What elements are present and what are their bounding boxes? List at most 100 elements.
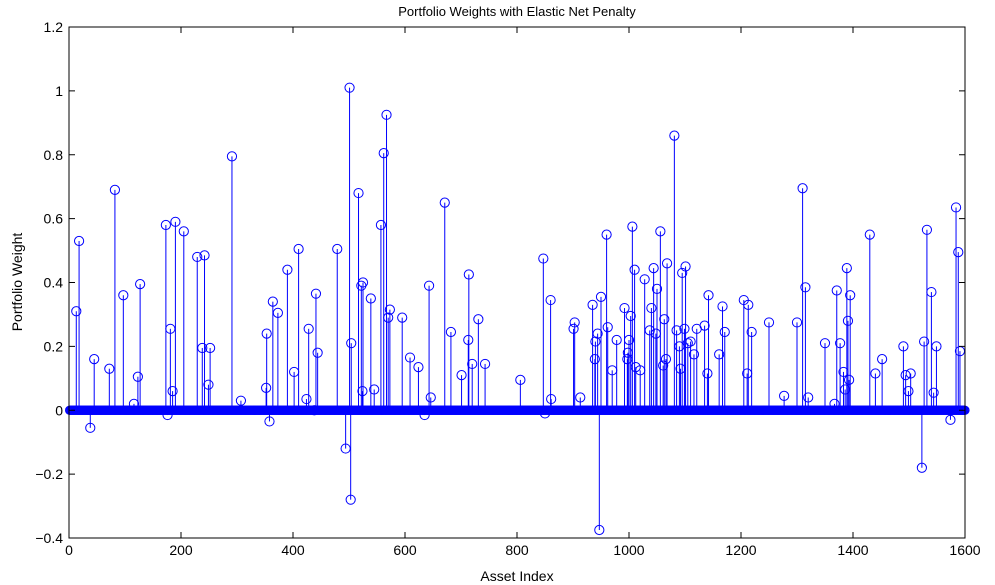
stem-marker — [381, 109, 392, 120]
stem-marker — [659, 314, 670, 325]
stem-marker — [629, 264, 640, 275]
stem-marker — [118, 290, 129, 301]
y-tick-label: 1 — [55, 83, 63, 99]
stem-marker — [877, 354, 888, 365]
stem-marker — [623, 334, 635, 346]
stem-marker — [779, 390, 790, 401]
stem-marker — [473, 314, 484, 325]
stem-marker — [162, 409, 173, 421]
stem-marker — [132, 371, 143, 382]
stem-marker — [719, 326, 730, 338]
stem-marker — [85, 422, 96, 433]
stem-marker — [677, 267, 688, 279]
stem-marker — [928, 387, 939, 398]
stem-marker — [702, 368, 713, 379]
stem-marker — [261, 382, 272, 393]
stem-marker — [655, 226, 666, 237]
stem-marker — [369, 384, 380, 395]
stem-marker — [309, 405, 320, 416]
stem-marker — [404, 352, 416, 363]
stem-marker — [332, 243, 343, 255]
stem-marker — [842, 315, 854, 326]
stem-marker — [192, 251, 203, 263]
stem-marker — [639, 274, 650, 285]
stem-marker — [950, 202, 962, 213]
stem-marker — [568, 323, 579, 334]
stem-marker — [445, 326, 457, 338]
stem-marker — [109, 184, 121, 195]
stem-marker — [921, 224, 933, 235]
stem-marker — [303, 323, 314, 334]
stem-marker — [903, 385, 914, 397]
stem-marker — [344, 82, 355, 93]
stem-marker — [831, 285, 842, 296]
y-tick-label: −0.4 — [35, 530, 63, 546]
stem-marker — [669, 130, 680, 141]
stem-marker — [89, 354, 100, 365]
stem-marker — [135, 279, 146, 290]
stem-marker — [439, 197, 450, 208]
stem-marker — [870, 368, 881, 379]
stem-marker — [864, 229, 875, 240]
stem-marker — [916, 462, 927, 473]
stem-marker — [671, 325, 682, 336]
stem-marker — [819, 338, 831, 349]
y-tick-label: −0.2 — [35, 466, 63, 482]
stem-marker — [545, 294, 556, 306]
stem-marker — [594, 524, 605, 536]
stem-marker — [688, 349, 700, 360]
stem-marker — [590, 336, 601, 347]
stem-marker — [926, 286, 937, 298]
x-tick-label: 1200 — [725, 542, 756, 558]
stem-marker — [413, 362, 424, 373]
stem-marker — [680, 261, 691, 272]
stem-marker — [375, 219, 387, 231]
stem-marker — [197, 342, 208, 354]
stem-marker — [73, 235, 85, 247]
stem-marker — [310, 288, 322, 299]
stem-marker — [463, 334, 474, 346]
y-tick-label: 0 — [55, 402, 63, 418]
stem-marker — [953, 247, 964, 258]
stem-marker — [679, 323, 690, 334]
y-axis-label: Portfolio Weight — [9, 233, 25, 332]
stem-marker — [419, 409, 430, 421]
stem-marker — [312, 347, 323, 358]
stem-marker — [345, 494, 356, 505]
axes: 0 200 400 600 800 1000 1200 1400 1600 −0.4 −0.2 0 0.… — [35, 19, 980, 558]
stem-marker — [685, 336, 696, 347]
y-tick-label: 0.2 — [44, 338, 64, 354]
stem-marker — [128, 398, 140, 409]
stem-marker — [644, 325, 655, 336]
stem-marker — [743, 299, 754, 310]
stem-marker — [357, 385, 368, 397]
stem-marker — [602, 322, 613, 333]
stem-marker — [353, 187, 364, 199]
stem-marker — [282, 264, 293, 275]
stem-marker — [919, 336, 930, 347]
stem-marker — [589, 354, 600, 365]
stem-marker — [803, 392, 814, 403]
stem-marker — [648, 263, 659, 274]
stem-marker — [226, 151, 238, 162]
stem-marker — [829, 398, 840, 409]
stem-marker — [592, 328, 603, 339]
stem-marker — [717, 301, 728, 312]
stem-marker — [267, 296, 278, 307]
stem-marker — [170, 216, 181, 227]
y-tick-label: 1.2 — [44, 19, 64, 35]
stem-marker — [71, 306, 82, 317]
y-tick-label: 0.6 — [44, 211, 64, 227]
x-tick-label: 1600 — [949, 542, 980, 558]
stem-marker — [199, 250, 210, 261]
stem-marker — [467, 358, 478, 370]
stem-marker — [205, 342, 216, 354]
stem-marker — [463, 269, 474, 280]
stem-marker — [203, 379, 214, 390]
stem-marker — [178, 226, 189, 237]
stem-marker — [945, 414, 956, 425]
stem-marker — [658, 360, 669, 371]
stem-marker — [660, 354, 672, 365]
chart-title: Portfolio Weights with Elastic Net Penal… — [398, 4, 636, 19]
stem-marker — [539, 408, 551, 419]
